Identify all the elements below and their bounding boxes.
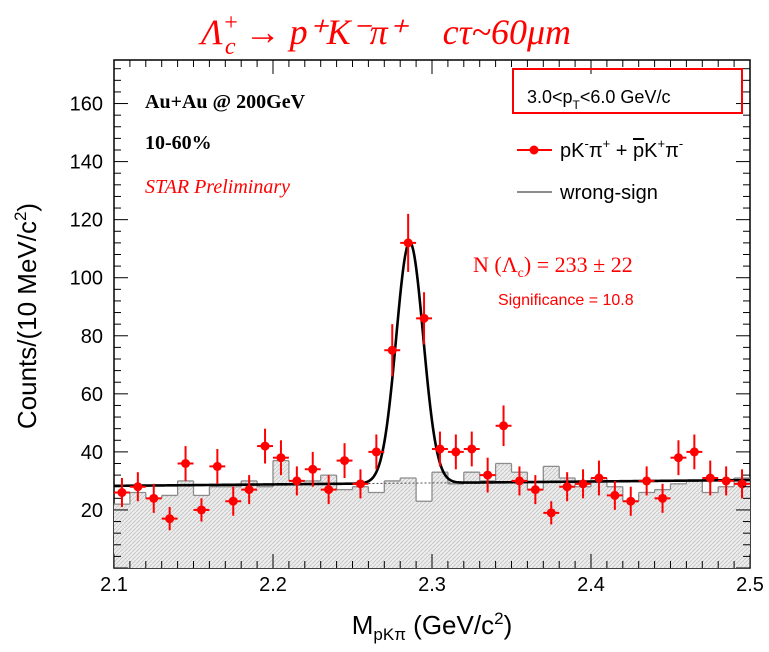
signal-point (737, 479, 747, 489)
pt-range-box (512, 68, 743, 114)
signal-point (562, 482, 572, 492)
signal-point (371, 447, 381, 457)
signal-point (228, 496, 238, 506)
signal-point (133, 482, 143, 492)
signal-point (419, 313, 429, 323)
y-tick-label: 80 (81, 326, 103, 348)
preliminary-label: STAR Preliminary (145, 176, 290, 198)
signal-point (642, 476, 652, 486)
signal-point (212, 461, 222, 471)
signal-point (689, 447, 699, 457)
y-axis-title: Counts/(10 MeV/c2) (11, 203, 42, 429)
signal-point (673, 453, 683, 463)
pt-range-label: 3.0<pT<6.0 GeV/c (527, 87, 670, 112)
signal-point (658, 493, 668, 503)
y-tick-label: 60 (81, 384, 103, 406)
x-tick-label: 2.4 (577, 574, 605, 596)
y-tick-label: 120 (70, 210, 103, 232)
signal-point (340, 456, 350, 466)
reaction-title: Λ+ c → p⁺K⁻π⁺ cτ~60μm (198, 10, 571, 60)
x-tick-label: 2.1 (100, 574, 128, 596)
x-tick-labels: 2.1 2.2 2.3 2.4 2.5 (100, 574, 764, 596)
signal-point (308, 464, 318, 474)
signal-point (546, 508, 556, 518)
signal-points (114, 213, 750, 531)
signal-point (626, 496, 636, 506)
x-tick-label: 2.3 (418, 574, 446, 596)
signal-point (403, 238, 413, 248)
signal-point (578, 479, 588, 489)
collision-label: Au+Au @ 200GeV (145, 91, 306, 113)
centrality-label: 10-60% (145, 132, 212, 154)
signal-point (451, 447, 461, 457)
y-tick-label: 100 (70, 268, 103, 290)
signal-point (355, 479, 365, 489)
y-tick-label: 20 (81, 500, 103, 522)
signal-point (514, 476, 524, 486)
signal-point (149, 493, 159, 503)
y-tick-label: 140 (70, 152, 103, 174)
signal-point (610, 490, 620, 500)
signal-point (530, 485, 540, 495)
signal-point (117, 488, 127, 498)
x-tick-label: 2.2 (259, 574, 287, 596)
wrong-sign-fill (114, 460, 750, 568)
signal-point (483, 470, 493, 480)
legend-signal-marker (529, 145, 539, 155)
yield-label: N (Λc) = 233 ± 22 (473, 252, 633, 281)
signal-point (467, 444, 477, 454)
significance-label: Significance = 10.8 (498, 292, 634, 309)
x-tick-label: 2.5 (736, 574, 764, 596)
wrong-sign-histogram (114, 459, 750, 568)
signal-point (292, 476, 302, 486)
signal-point (165, 514, 175, 524)
signal-point (181, 458, 191, 468)
legend-wrongsign-label: wrong-sign (559, 182, 658, 204)
signal-point (721, 476, 731, 486)
y-tick-labels: 20 40 60 80 100 120 140 160 (70, 94, 103, 522)
axis-ticks (113, 60, 751, 569)
signal-point (244, 485, 254, 495)
legend-signal-label: pK-π+ + pK+π- (560, 136, 683, 162)
x-axis-title: MpKπ (GeV/c2) (352, 609, 512, 644)
signal-point (499, 421, 509, 431)
y-tick-label: 40 (81, 442, 103, 464)
signal-point (387, 345, 397, 355)
y-tick-label: 160 (70, 94, 103, 116)
signal-point (324, 485, 334, 495)
signal-point (196, 505, 206, 515)
signal-point (260, 441, 270, 451)
signal-point (594, 473, 604, 483)
signal-point (435, 444, 445, 454)
signal-point (705, 473, 715, 483)
signal-point (276, 453, 286, 463)
